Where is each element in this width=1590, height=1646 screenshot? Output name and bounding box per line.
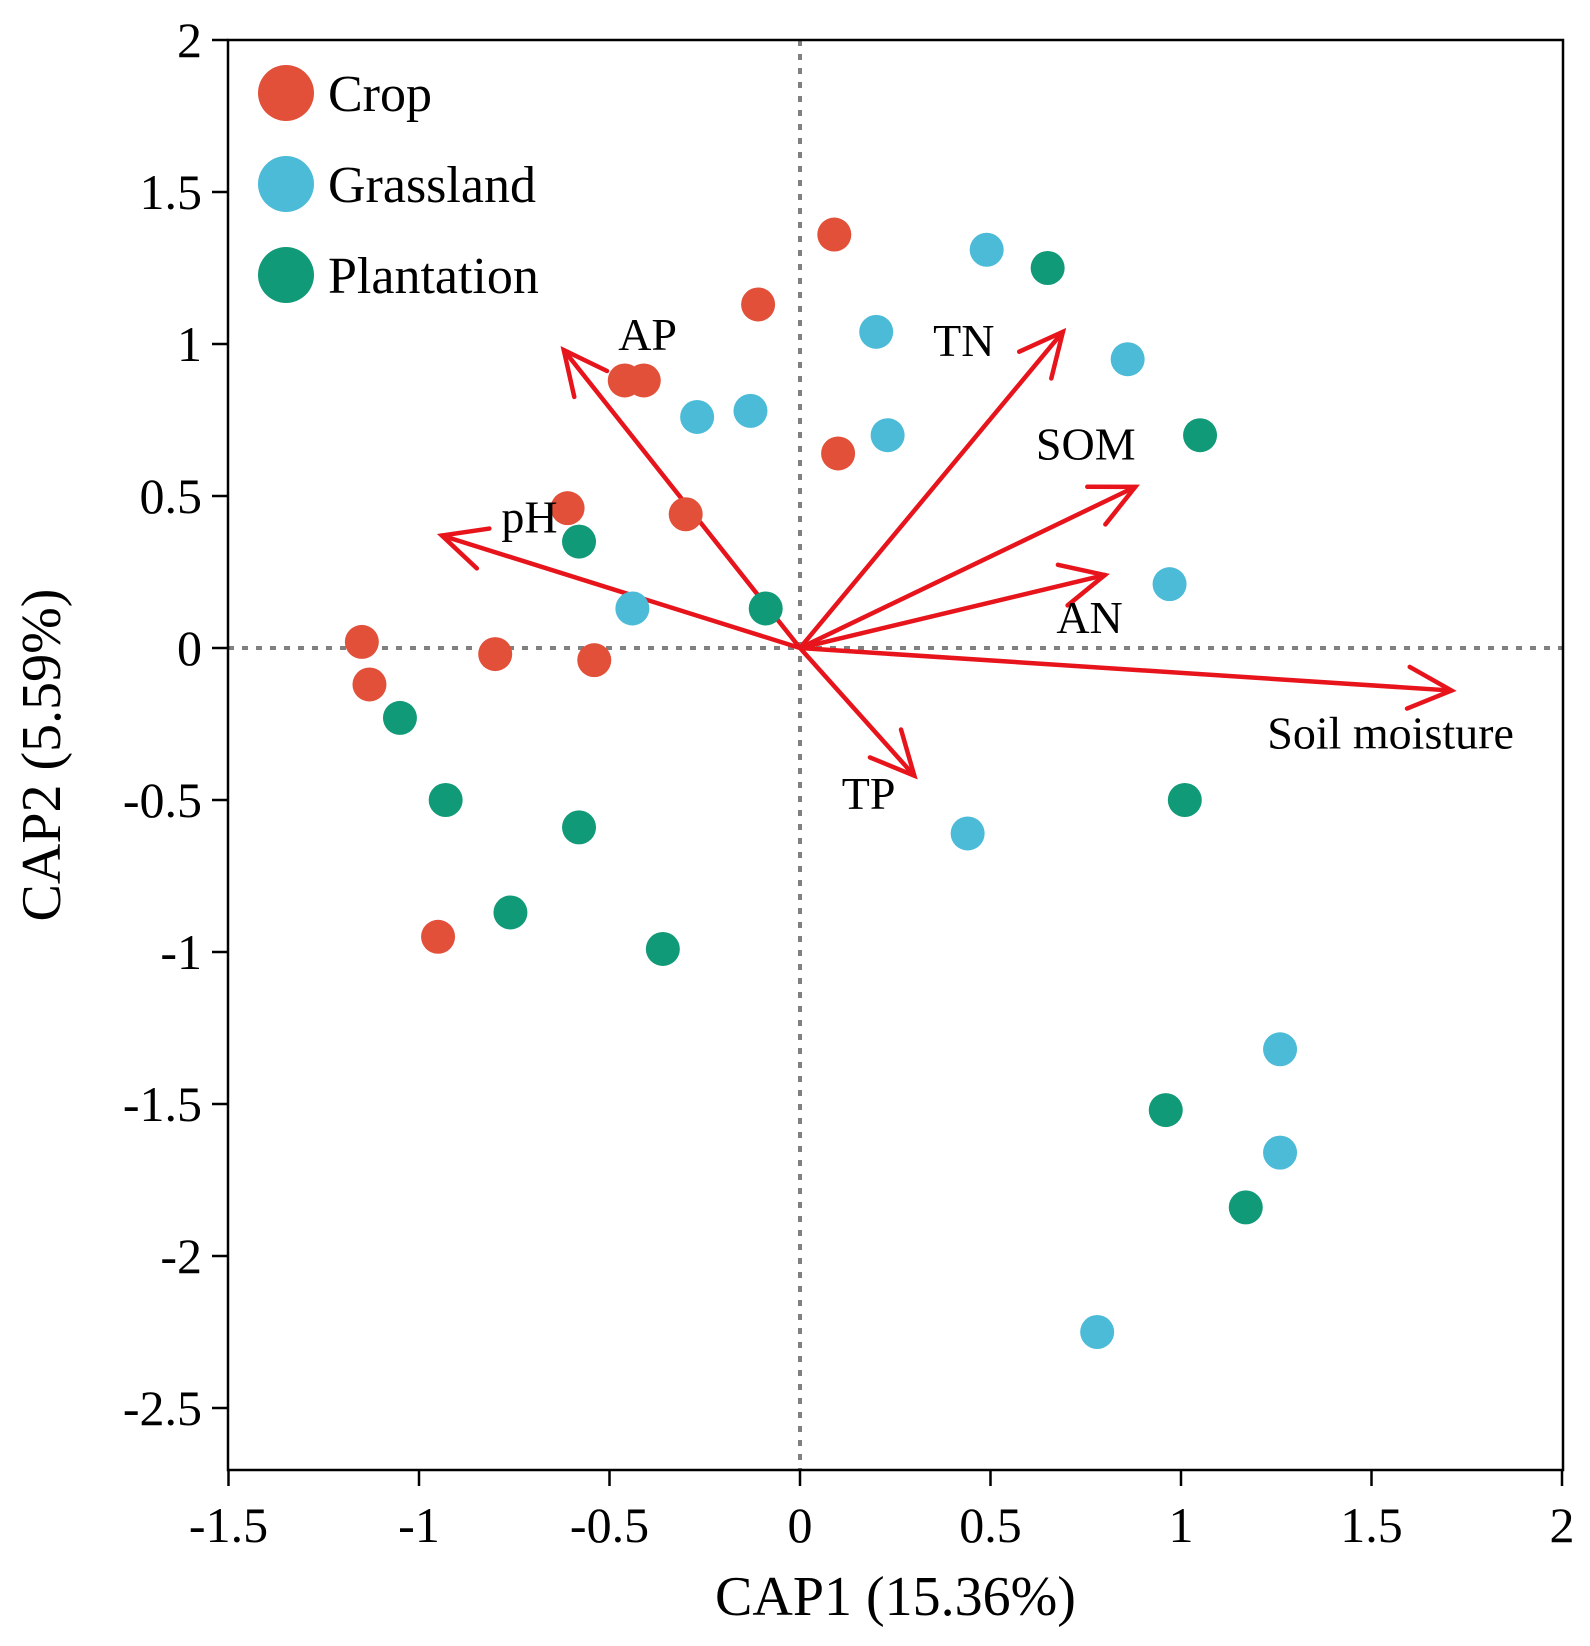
y-tick-label: 2 bbox=[177, 12, 202, 68]
vector-tn bbox=[797, 327, 1067, 651]
data-point bbox=[733, 393, 768, 428]
vector-arrowhead bbox=[867, 727, 918, 780]
plot-frame bbox=[226, 38, 1565, 1472]
x-tick-label: -1 bbox=[398, 1497, 440, 1553]
data-point bbox=[344, 624, 379, 659]
y-tick-label: 0.5 bbox=[140, 468, 203, 524]
data-point bbox=[382, 700, 417, 735]
sample-points bbox=[344, 217, 1298, 1349]
x-tick-label: 0 bbox=[788, 1497, 813, 1553]
vector-shaft bbox=[797, 329, 1066, 651]
x-axis-label: CAP1 (15.36%) bbox=[715, 1566, 1076, 1628]
y-tick-label: -2.5 bbox=[123, 1380, 202, 1436]
data-point bbox=[428, 783, 463, 817]
x-tick-label: 2 bbox=[1550, 1497, 1575, 1553]
data-point bbox=[1030, 251, 1065, 285]
legend-marker bbox=[258, 247, 314, 303]
vector-label: TP bbox=[842, 768, 896, 819]
series-plantation bbox=[382, 251, 1263, 1225]
legend-label: Grassland bbox=[328, 157, 536, 214]
legend: Crop Grassland Plantation bbox=[258, 65, 539, 305]
vector-label: AP bbox=[618, 309, 677, 360]
vector-ph bbox=[436, 526, 803, 651]
vector-som bbox=[797, 484, 1140, 651]
series-grassland bbox=[615, 232, 1298, 1349]
y-tick-label: -2 bbox=[160, 1228, 202, 1284]
y-tick-label: -0.5 bbox=[123, 772, 202, 828]
vector-soil-moisture bbox=[797, 645, 1457, 711]
vector-shaft bbox=[797, 572, 1108, 651]
data-point bbox=[562, 810, 597, 845]
y-tick-label: 1 bbox=[177, 316, 202, 372]
data-point bbox=[668, 497, 703, 532]
y-tick-label: -1 bbox=[160, 924, 202, 980]
x-tick-label: -1.5 bbox=[189, 1497, 268, 1553]
vector-labels: AP TN SOM pH AN Soil moisture TP bbox=[501, 309, 1513, 819]
data-point bbox=[352, 667, 387, 702]
vector-an bbox=[797, 562, 1110, 651]
data-point bbox=[1263, 1032, 1298, 1067]
vector-label: TN bbox=[933, 315, 994, 366]
data-point bbox=[1148, 1093, 1183, 1128]
data-point bbox=[1080, 1315, 1115, 1349]
data-point bbox=[1183, 418, 1218, 453]
data-point bbox=[478, 637, 513, 672]
y-tick-label: 0 bbox=[177, 620, 202, 676]
legend-marker bbox=[258, 65, 314, 121]
series-crop bbox=[344, 217, 856, 954]
data-point bbox=[741, 287, 776, 322]
data-point bbox=[821, 436, 856, 471]
vector-tp bbox=[797, 645, 918, 780]
y-tick-label: 1.5 bbox=[140, 164, 203, 220]
data-point bbox=[550, 491, 585, 526]
vector-arrowhead bbox=[1085, 484, 1140, 527]
x-tick-label: -0.5 bbox=[570, 1497, 649, 1553]
vector-arrowhead bbox=[436, 526, 492, 571]
data-point bbox=[1152, 567, 1187, 602]
data-point bbox=[562, 524, 597, 559]
data-point bbox=[1263, 1135, 1298, 1170]
data-point bbox=[870, 418, 905, 453]
y-axis-label: CAP2 (5.59%) bbox=[11, 589, 73, 922]
data-point bbox=[577, 643, 612, 678]
vector-label: AN bbox=[1056, 592, 1122, 643]
data-point bbox=[817, 217, 852, 252]
axis-ticks: -1.5 -1 -0.5 0 0.5 1 1.5 2 2 1.5 1 0.5 0 -0.5 -1 -1.5 -2… bbox=[123, 12, 1575, 1553]
vector-label: Soil moisture bbox=[1267, 707, 1514, 758]
x-tick-label: 1 bbox=[1169, 1497, 1194, 1553]
data-point bbox=[421, 919, 456, 954]
vector-shaft bbox=[797, 645, 1454, 693]
vector-shaft bbox=[797, 484, 1138, 651]
data-point bbox=[748, 591, 783, 626]
reference-lines bbox=[228, 40, 1563, 1470]
vector-arrowhead bbox=[1404, 664, 1457, 711]
x-tick-label: 0.5 bbox=[959, 1497, 1022, 1553]
data-point bbox=[626, 363, 661, 398]
data-point bbox=[615, 591, 650, 626]
data-point bbox=[950, 816, 985, 851]
data-point bbox=[680, 399, 715, 434]
legend-label: Plantation bbox=[328, 248, 539, 305]
vector-shaft bbox=[797, 645, 917, 778]
vector-label: pH bbox=[501, 491, 557, 542]
data-point bbox=[493, 895, 528, 930]
legend-label: Crop bbox=[328, 66, 432, 123]
y-tick-label: -1.5 bbox=[123, 1076, 202, 1132]
vector-label: SOM bbox=[1036, 419, 1136, 470]
vector-arrowhead bbox=[1055, 562, 1110, 608]
vector-arrowhead bbox=[1016, 327, 1067, 381]
legend-marker bbox=[258, 156, 314, 212]
data-point bbox=[1228, 1190, 1263, 1225]
data-point bbox=[1110, 342, 1145, 377]
vector-shaft bbox=[439, 533, 803, 651]
vector-arrowhead bbox=[560, 346, 610, 400]
data-point bbox=[969, 232, 1004, 267]
data-point bbox=[859, 314, 894, 349]
data-point bbox=[645, 931, 680, 966]
x-tick-label: 1.5 bbox=[1340, 1497, 1403, 1553]
data-point bbox=[1167, 783, 1202, 817]
